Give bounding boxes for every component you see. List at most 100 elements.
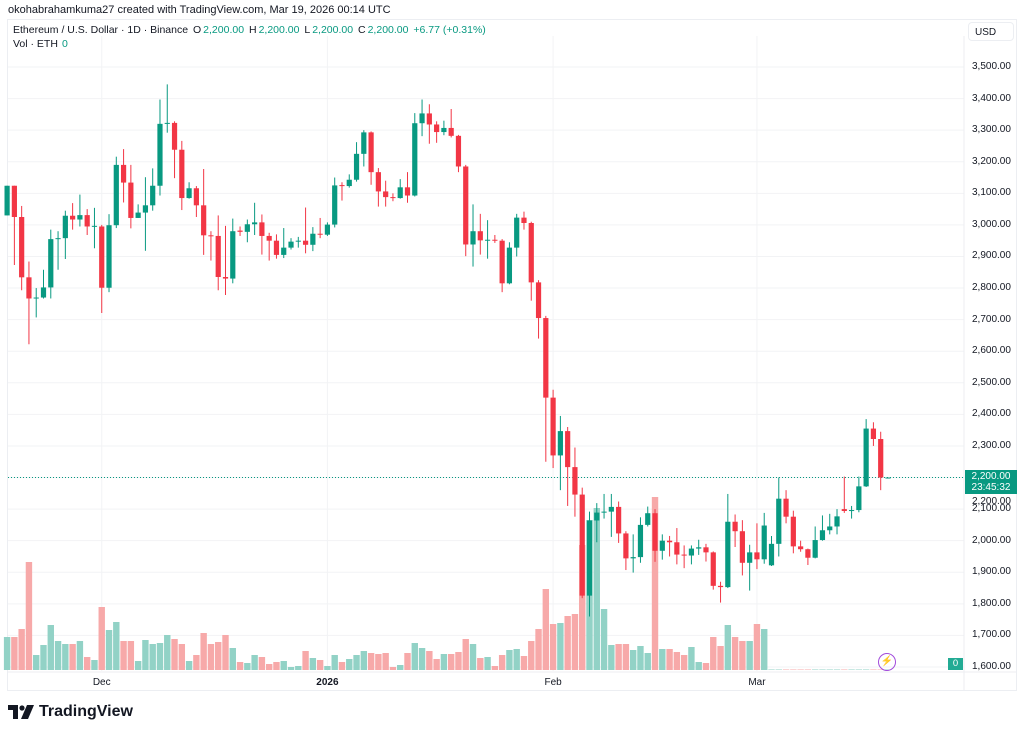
volume-bar [695, 662, 702, 670]
candle [572, 447, 578, 517]
candle-body [19, 217, 25, 278]
volume-bar [18, 629, 25, 670]
candle [281, 228, 287, 259]
open-label: O [193, 24, 202, 36]
currency-button[interactable]: USD [968, 22, 1014, 41]
volume-bar [287, 667, 295, 670]
volume-bar [593, 508, 600, 670]
candle [834, 509, 840, 535]
candle [856, 476, 862, 513]
candle-body [441, 127, 447, 133]
candle-body [506, 247, 513, 284]
candle-body [273, 240, 280, 255]
candle-body [361, 132, 367, 154]
volume-bar [367, 653, 375, 670]
candle [412, 113, 418, 197]
candle [703, 543, 709, 562]
candle [805, 548, 811, 566]
candle [616, 501, 622, 543]
volume-bar [775, 669, 782, 670]
candle [346, 174, 352, 188]
volume-bar [666, 649, 673, 670]
candle [11, 185, 17, 266]
candle [819, 515, 826, 541]
candle [273, 234, 280, 259]
candle [659, 534, 665, 560]
candle-body [120, 164, 127, 183]
candle [368, 131, 374, 185]
candle [91, 207, 98, 249]
candle [768, 535, 775, 566]
volume-bar [549, 624, 557, 670]
price-tick-label: 1,700.00 [972, 629, 1011, 641]
candle [353, 142, 360, 182]
volume-bar [833, 669, 841, 670]
candle [528, 221, 534, 301]
candle-body [397, 187, 403, 199]
time-tick-label: Feb [544, 677, 562, 688]
time-tick-label: Dec [92, 677, 111, 688]
volume-bar [302, 651, 309, 670]
volume-bar [265, 664, 273, 670]
candle-body [237, 230, 243, 232]
volume-bar [717, 646, 724, 670]
bar-countdown: 23:45:32 [971, 482, 1011, 493]
volume-bar [156, 643, 164, 670]
volume-bar [3, 637, 11, 670]
volume-bar [870, 669, 877, 670]
candle-body [11, 185, 17, 218]
candle-body [412, 123, 418, 196]
price-tick-label: 1,900.00 [972, 566, 1011, 578]
candle [798, 540, 804, 552]
candle-body [266, 235, 272, 241]
volume-bar [484, 657, 491, 670]
high-value: 2,200.00 [258, 24, 300, 36]
candle-body [616, 506, 622, 534]
candle [623, 531, 629, 571]
volume-bar [571, 614, 579, 670]
candle-body [179, 149, 185, 199]
candle-body [62, 215, 68, 239]
volume-bar [309, 658, 317, 670]
low-label: L [304, 24, 311, 36]
candle [470, 204, 476, 267]
candle-body [375, 172, 381, 192]
candle [171, 121, 178, 179]
candle-body [302, 240, 309, 245]
close-value: 2,200.00 [367, 24, 409, 36]
candle-body [222, 277, 229, 279]
candle-body [346, 179, 352, 187]
volume-bar [426, 651, 433, 670]
candle-body [142, 205, 149, 213]
candle-body [841, 509, 847, 512]
candle [383, 180, 389, 207]
candle [120, 149, 127, 203]
candle [637, 517, 644, 563]
candle-body [543, 318, 549, 398]
volume-bar [229, 648, 236, 670]
candle-body [761, 525, 767, 560]
volume-bar [185, 661, 193, 670]
candle [717, 581, 724, 603]
candle [426, 104, 432, 144]
tradingview-logo[interactable]: TradingView [8, 703, 133, 721]
volume-bar [193, 655, 200, 670]
candle-body [164, 122, 170, 124]
candle-body [186, 188, 192, 199]
candle-body [295, 240, 301, 242]
volume-bar [564, 616, 571, 670]
volume-bar [295, 666, 302, 670]
volume-bar [739, 641, 746, 670]
candle [193, 186, 199, 218]
volume-bar [33, 655, 40, 670]
candle [48, 229, 54, 299]
lightning-icon[interactable]: ⚡ [878, 653, 896, 671]
candle-body [70, 215, 76, 220]
candle-body [652, 513, 658, 551]
candle-body [106, 225, 112, 288]
candle [601, 493, 607, 519]
candle [776, 477, 782, 557]
candle [812, 526, 818, 559]
volume-bar [40, 645, 47, 670]
